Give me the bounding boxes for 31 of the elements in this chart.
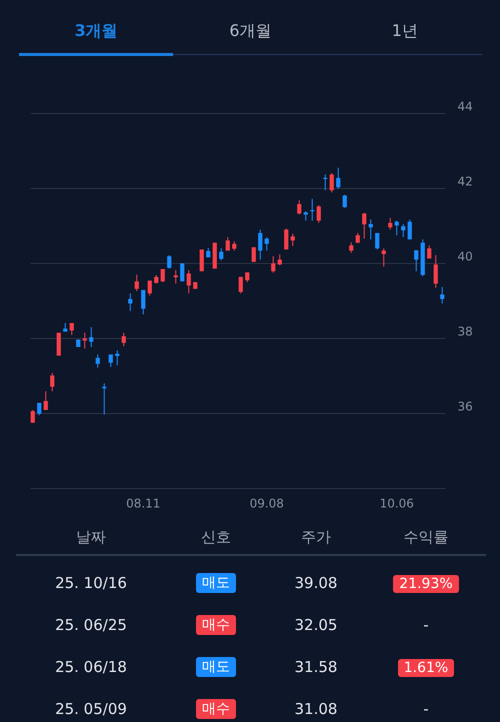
x-tick-label: 08.11 xyxy=(126,496,160,510)
text: - xyxy=(422,616,430,634)
text: 매수 xyxy=(196,699,236,719)
text: - xyxy=(422,700,430,718)
text: 25. 05/09 xyxy=(54,700,128,718)
text: 주가 xyxy=(300,528,332,546)
text: 32.05 xyxy=(294,616,338,634)
y-tick-label: 42 xyxy=(458,174,473,188)
y-tick-label: 36 xyxy=(458,400,473,414)
text: 3개월 xyxy=(19,16,174,54)
x-tick-label: 10.06 xyxy=(380,496,414,510)
text: 매도 xyxy=(196,657,236,677)
text: 25. 06/25 xyxy=(54,616,128,634)
text: 매도 xyxy=(196,573,236,593)
y-tick-label: 44 xyxy=(458,100,473,114)
text: 수익률 xyxy=(402,528,450,546)
x-tick-label: 09.08 xyxy=(250,496,284,510)
text: 날짜 xyxy=(75,528,107,546)
text: 21.93% xyxy=(393,574,459,592)
text: 1.61% xyxy=(398,658,454,676)
text: 39.08 xyxy=(294,574,338,592)
text: 31.08 xyxy=(294,700,338,718)
text: 25. 06/18 xyxy=(54,658,128,676)
text: 신호 xyxy=(200,528,232,546)
y-tick-label: 40 xyxy=(458,250,473,264)
y-tick-label: 38 xyxy=(458,324,473,338)
text: 1년 xyxy=(390,20,419,42)
text: 매수 xyxy=(196,615,236,635)
text: 6개월 xyxy=(228,20,273,42)
text: 31.58 xyxy=(294,658,338,676)
text: 25. 10/16 xyxy=(54,574,128,592)
